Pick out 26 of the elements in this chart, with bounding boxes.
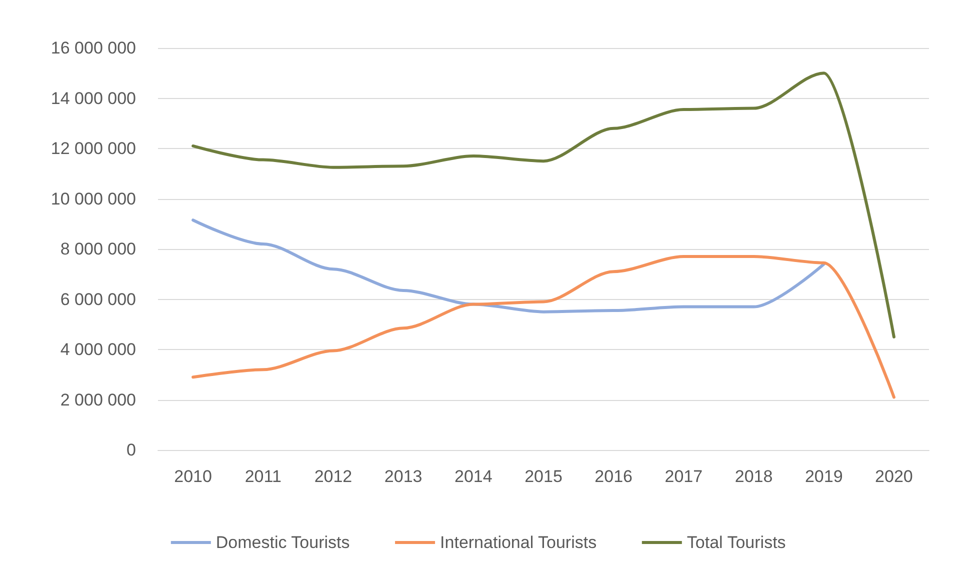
x-tick-label: 2012 (314, 467, 352, 486)
x-tick-label: 2014 (454, 467, 492, 486)
x-tick-label: 2013 (384, 467, 422, 486)
y-tick-label: 10 000 000 (50, 189, 136, 208)
legend-label: International Tourists (440, 533, 597, 552)
legend-label: Total Tourists (686, 533, 786, 552)
y-tick-label: 4 000 000 (60, 340, 136, 359)
x-tick-label: 2010 (174, 467, 212, 486)
y-tick-label: 2 000 000 (60, 390, 136, 410)
y-tick-label: 14 000 000 (50, 88, 136, 108)
line-series (192, 218, 826, 314)
x-tick-label: 2017 (664, 467, 703, 486)
y-tick-label: 16 000 000 (50, 38, 136, 58)
line-series (192, 72, 896, 338)
x-tick-label: 2020 (875, 467, 913, 486)
x-tick-label: 2019 (804, 467, 843, 486)
x-tick-label: 2016 (594, 467, 633, 486)
y-tick-label: 0 (126, 440, 136, 460)
legend-label: Domestic Tourists (216, 533, 350, 552)
x-tick-label: 2011 (244, 467, 282, 486)
line-series (192, 255, 896, 399)
y-tick-label: 12 000 000 (50, 139, 136, 158)
y-tick-label: 6 000 000 (60, 290, 136, 309)
x-tick-label: 2018 (734, 467, 773, 486)
x-tick-label: 2015 (524, 467, 562, 486)
y-tick-label: 8 000 000 (60, 240, 136, 258)
